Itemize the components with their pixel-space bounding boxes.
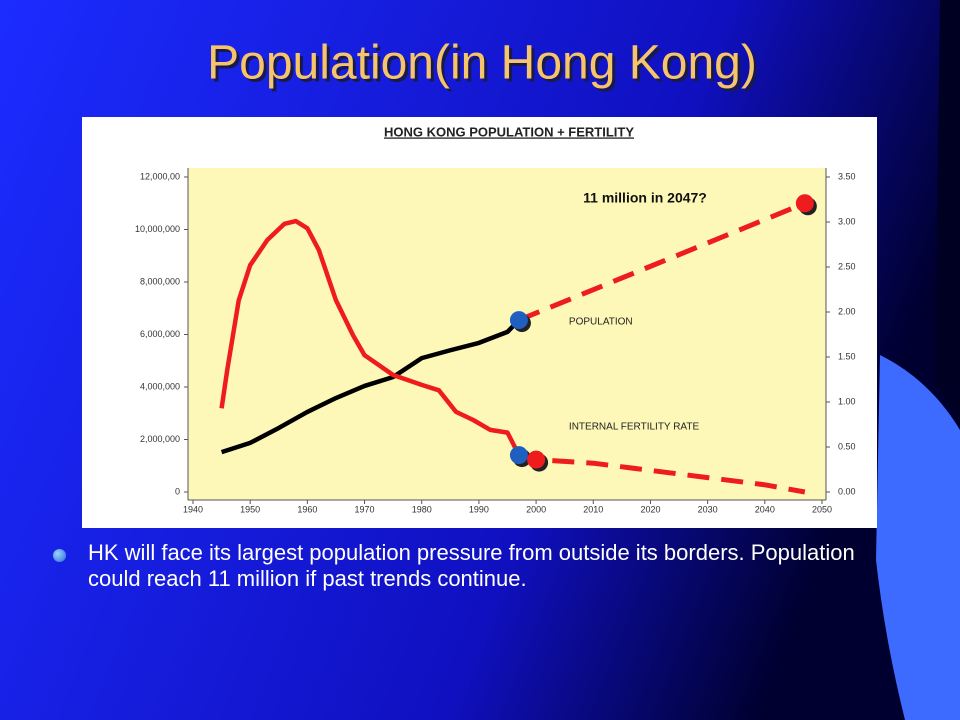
x-tick-label: 2040 [755,504,775,514]
y2-tick-label: 3.50 [838,171,856,181]
series-line [220,318,521,455]
marker [509,311,528,330]
x-tick-label: 1960 [297,504,317,514]
y-tick-label: 2,000,000 [140,434,180,444]
x-tick-label: 2000 [526,504,546,514]
y2-tick-label: 3.00 [838,216,856,226]
marker [795,194,814,213]
chart-title: HONG KONG POPULATION + FERTILITY [384,124,634,139]
annotation: 11 million in 2047? [583,190,707,206]
series-label: INTERNAL FERTILITY RATE [569,422,700,433]
y2-tick-label: 0.50 [838,441,856,451]
title-shadow: Population(in Hong Kong) [210,40,760,93]
y2-tick-label: 1.00 [838,396,856,406]
series-label: POPULATION [569,317,633,328]
slide-title: Population(in Hong Kong) [207,37,757,90]
series-line [517,200,806,323]
y2-tick-label: 1.50 [838,351,856,361]
series-line [219,218,521,457]
x-tick-label: 1940 [183,504,203,514]
y2-tick-label: 2.50 [838,261,856,271]
marker [509,446,528,465]
y-tick-label: 4,000,000 [140,381,180,391]
x-tick-label: 2010 [583,504,603,514]
y-tick-label: 0 [175,486,180,496]
x-tick-label: 1950 [240,504,260,514]
x-tick-label: 1990 [469,504,489,514]
marker [527,450,546,469]
decor-shape [876,355,960,720]
y2-tick-label: 0.00 [838,486,856,496]
x-tick-label: 2030 [698,504,718,514]
decor-shape [935,0,960,430]
y-tick-label: 8,000,000 [140,276,180,286]
y2-tick-label: 2.00 [838,306,856,316]
bullet-text: HK will face its largest population pres… [88,540,855,591]
x-tick-label: 1980 [412,504,432,514]
x-tick-label: 1970 [355,504,375,514]
y-tick-label: 6,000,000 [140,329,180,339]
bullet-dot [53,549,66,562]
x-tick-label: 2050 [812,504,832,514]
y-tick-label: 10,000,000 [135,224,180,234]
y-tick-label: 12,000,00 [140,171,180,181]
x-tick-label: 2020 [640,504,660,514]
